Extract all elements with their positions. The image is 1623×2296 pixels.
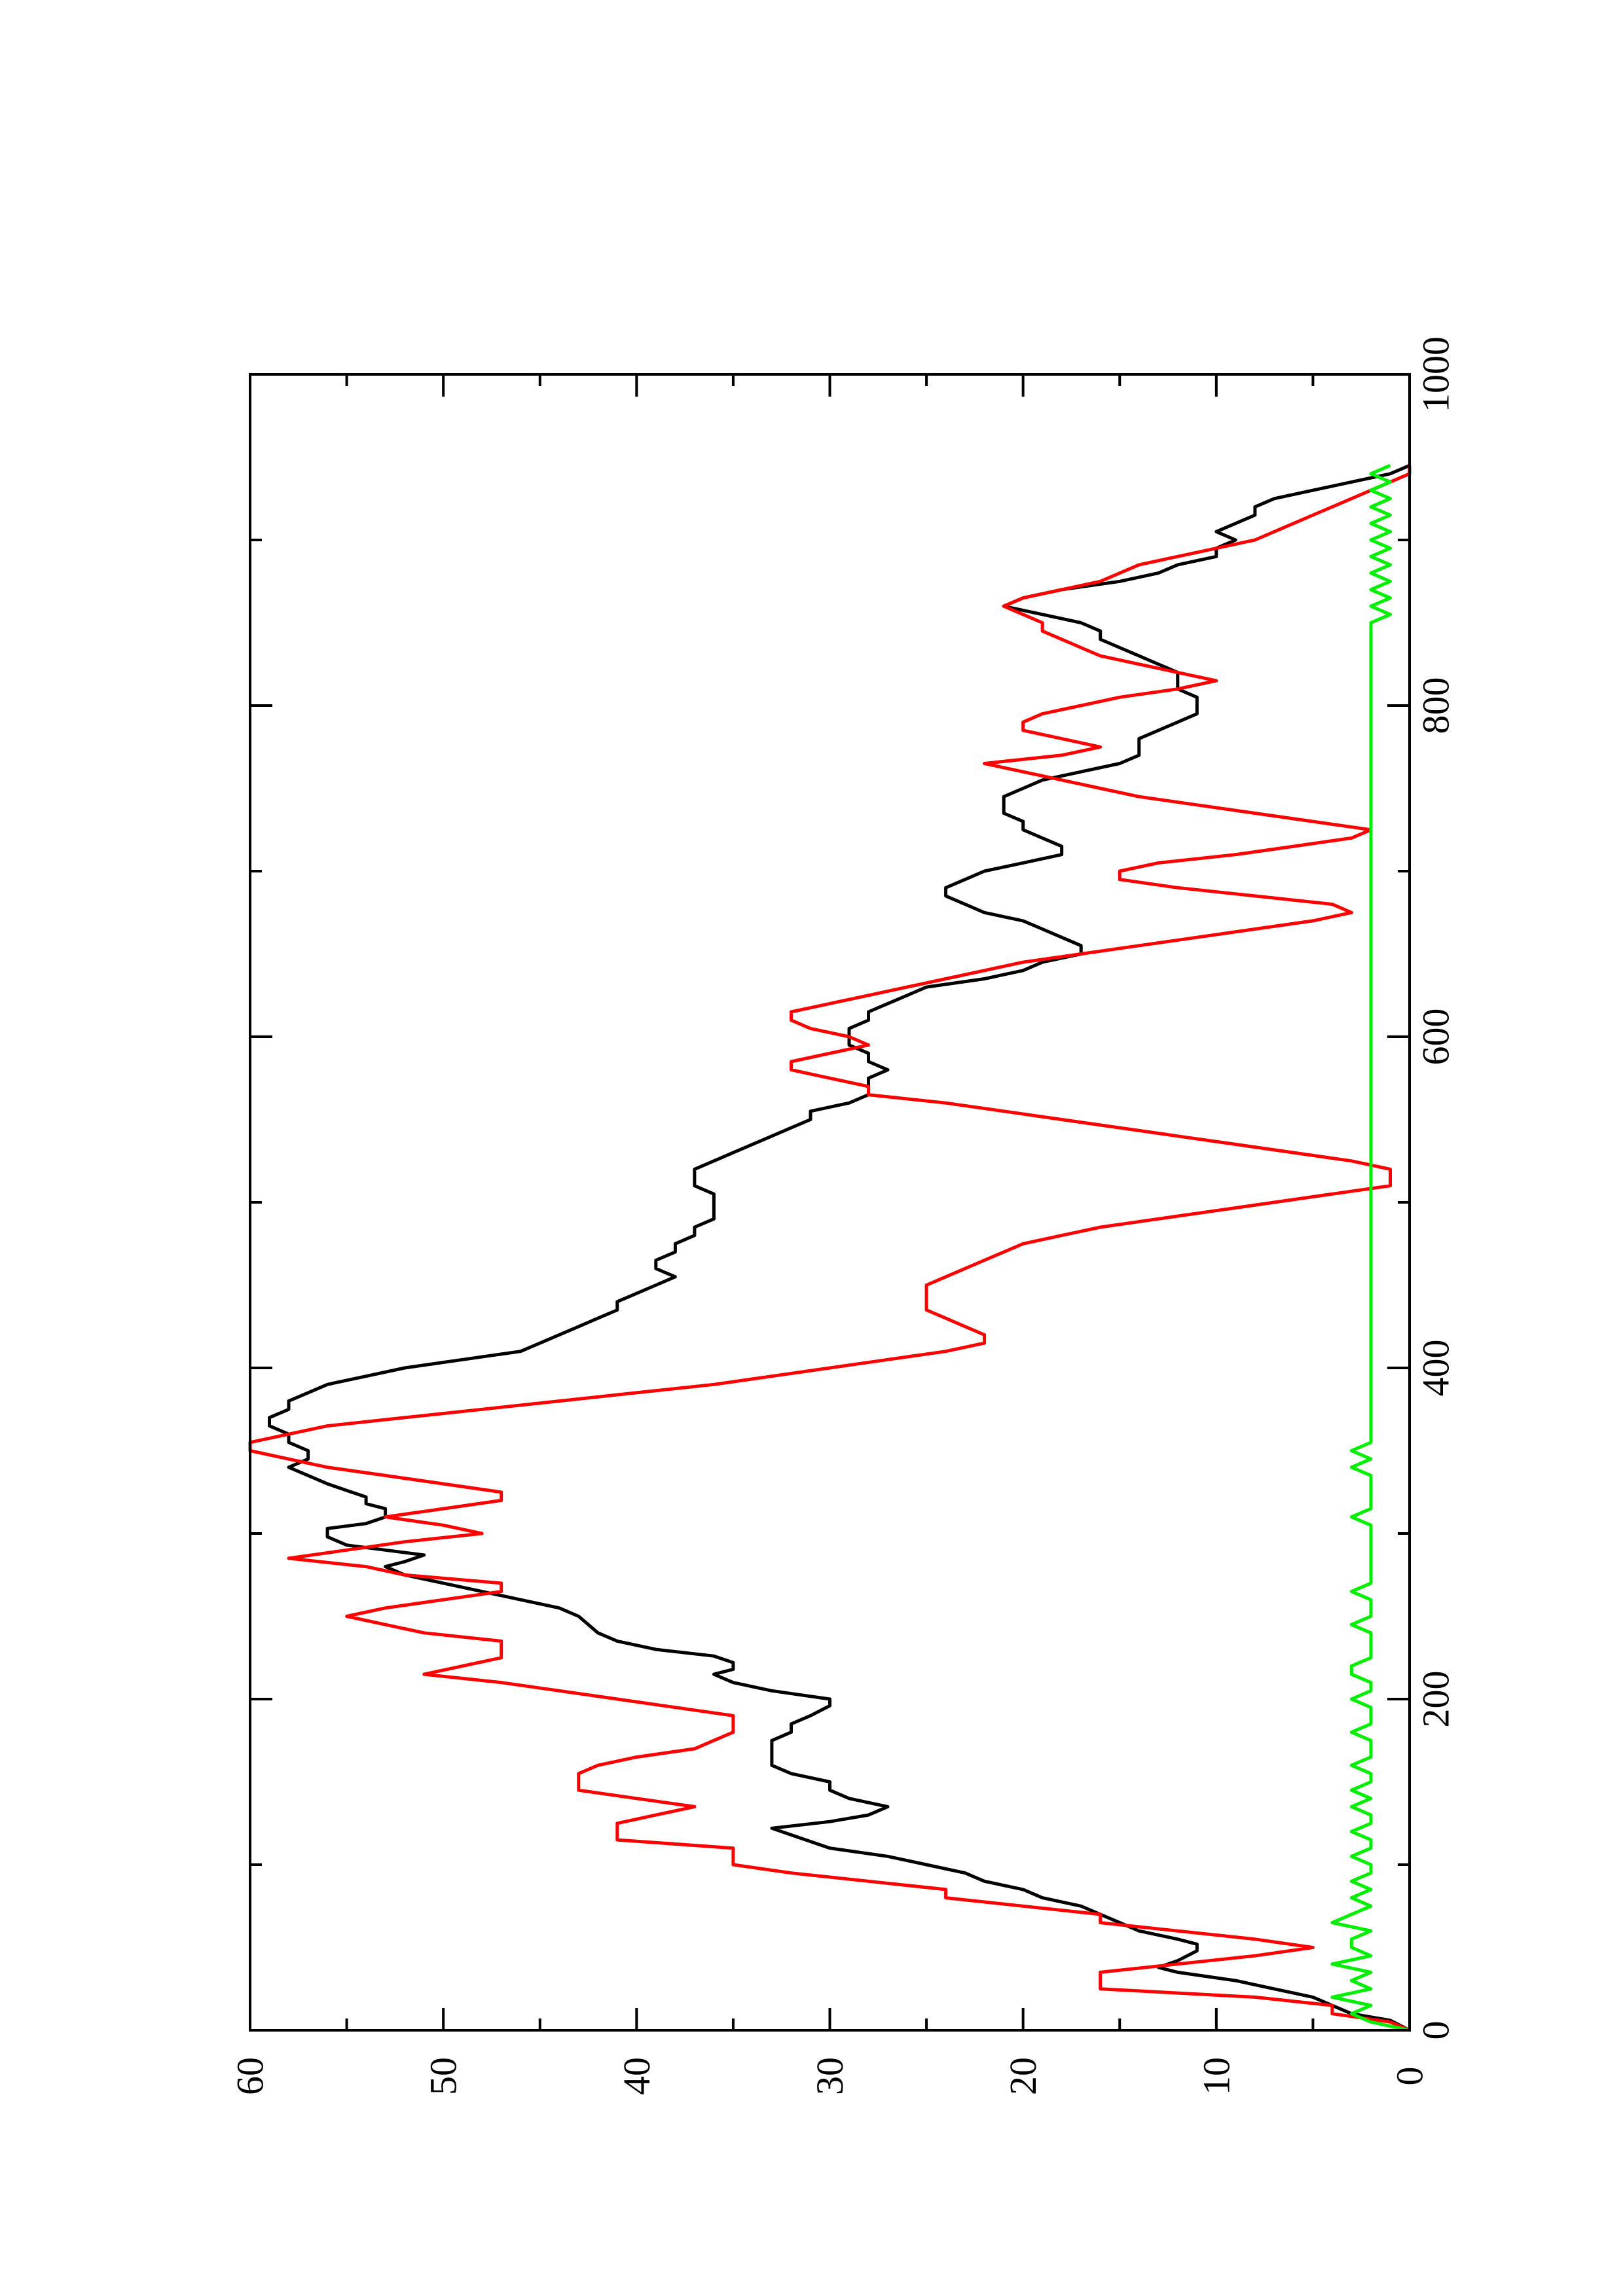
y-tick-label: 10 (1195, 2057, 1237, 2095)
series-layer (248, 463, 1412, 2032)
red-series-line (248, 465, 1412, 2032)
y-tick-label: 0 (1389, 2067, 1431, 2086)
green-series-line (1330, 463, 1410, 2032)
x-tick-label: 600 (1415, 1009, 1457, 1066)
x-tick-label: 200 (1415, 1671, 1457, 1728)
x-tick-label: 0 (1415, 2021, 1457, 2040)
x-tick-label: 1000 (1415, 336, 1457, 412)
y-tick-label: 30 (809, 2057, 851, 2095)
x-tick-label: 400 (1415, 1340, 1457, 1397)
x-tick-labels: 0 200 400 600 800 1000 (1415, 336, 1457, 2040)
y-tick-label: 40 (615, 2057, 658, 2095)
minor-ticks (250, 374, 1410, 2030)
plot-frame (249, 373, 1411, 2032)
x-tick-label: 800 (1415, 677, 1457, 734)
y-tick-label: 50 (422, 2057, 465, 2095)
y-tick-label: 20 (1002, 2057, 1044, 2095)
black-series-line (268, 463, 1411, 2032)
y-tick-label: 60 (229, 2057, 272, 2095)
y-tick-labels: 0 10 20 30 40 50 60 (229, 2057, 1431, 2095)
